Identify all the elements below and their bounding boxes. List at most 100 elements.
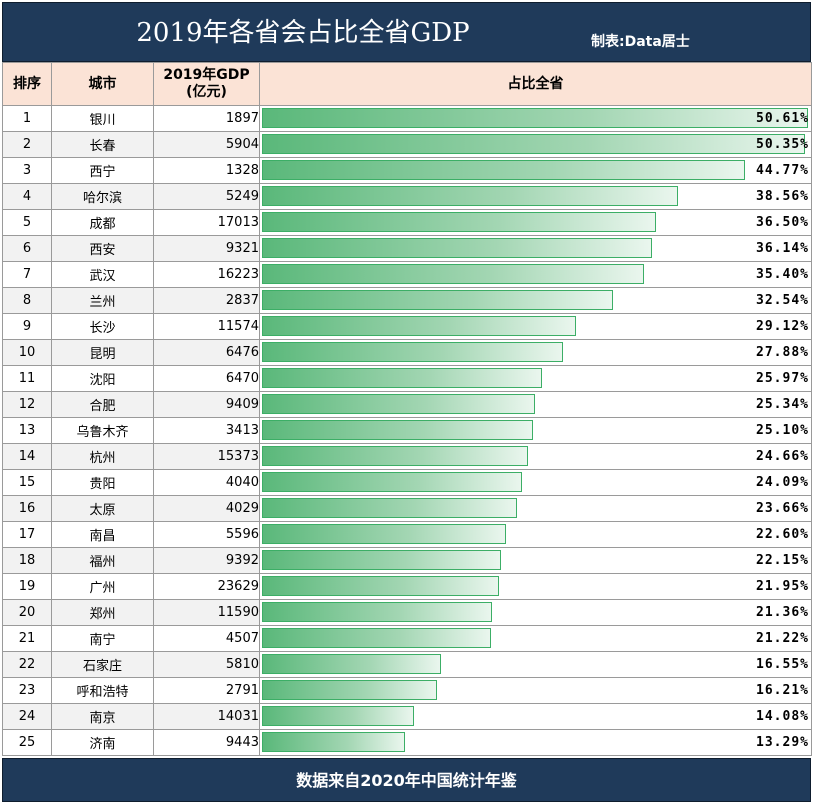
share-label: 22.15%: [756, 553, 809, 568]
rank-cell: 16: [2, 495, 52, 522]
share-label: 25.10%: [756, 423, 809, 438]
gdp-cell: 5596: [153, 521, 260, 548]
chart-title: 2019年各省会占比全省GDP: [136, 18, 470, 48]
table-row: 1 银川 1897 50.61%: [2, 105, 812, 132]
share-bar: [262, 290, 613, 310]
city-cell: 南宁: [51, 625, 154, 652]
share-bar: [262, 472, 522, 492]
rank-cell: 7: [2, 261, 52, 288]
table-row: 19 广州 23629 21.95%: [2, 573, 812, 600]
share-bar-cell: 24.09%: [259, 469, 812, 496]
share-label: 21.95%: [756, 579, 809, 594]
share-bar-cell: 36.14%: [259, 235, 812, 262]
title-banner: 2019年各省会占比全省GDP 制表:Data居士: [2, 2, 811, 62]
share-bar-cell: 16.21%: [259, 677, 812, 704]
city-cell: 石家庄: [51, 651, 154, 678]
share-bar: [262, 576, 499, 596]
share-bar-cell: 24.66%: [259, 443, 812, 470]
share-bar: [262, 212, 656, 232]
share-bar: [262, 368, 542, 388]
city-cell: 哈尔滨: [51, 183, 154, 210]
share-label: 44.77%: [756, 163, 809, 178]
share-label: 13.29%: [756, 735, 809, 750]
city-cell: 福州: [51, 547, 154, 574]
share-label: 36.50%: [756, 215, 809, 230]
city-cell: 成都: [51, 209, 154, 236]
share-label: 22.60%: [756, 527, 809, 542]
gdp-cell: 9443: [153, 729, 260, 756]
city-cell: 乌鲁木齐: [51, 417, 154, 444]
share-bar: [262, 420, 533, 440]
share-bar: [262, 108, 808, 128]
source-footer: 数据来自2020年中国统计年鉴: [2, 758, 811, 802]
table-row: 8 兰州 2837 32.54%: [2, 287, 812, 314]
share-label: 50.61%: [756, 111, 809, 126]
city-cell: 郑州: [51, 599, 154, 626]
city-cell: 银川: [51, 105, 154, 132]
table-row: 25 济南 9443 13.29%: [2, 729, 812, 756]
share-bar-cell: 13.29%: [259, 729, 812, 756]
gdp-cell: 15373: [153, 443, 260, 470]
gdp-cell: 17013: [153, 209, 260, 236]
table-body: 1 银川 1897 50.61% 2 长春 5904 50.35% 3 西宁 1328 44.77% 4…: [2, 105, 812, 756]
table-row: 23 呼和浩特 2791 16.21%: [2, 677, 812, 704]
col-header-share: 占比全省: [259, 62, 812, 106]
share-bar: [262, 186, 678, 206]
share-bar: [262, 498, 517, 518]
header-row: 排序 城市 2019年GDP (亿元) 占比全省: [2, 62, 812, 106]
city-cell: 昆明: [51, 339, 154, 366]
table-row: 3 西宁 1328 44.77%: [2, 157, 812, 184]
rank-cell: 17: [2, 521, 52, 548]
share-label: 50.35%: [756, 137, 809, 152]
rank-cell: 6: [2, 235, 52, 262]
city-cell: 呼和浩特: [51, 677, 154, 704]
share-bar-cell: 35.40%: [259, 261, 812, 288]
share-bar-cell: 21.36%: [259, 599, 812, 626]
rank-cell: 10: [2, 339, 52, 366]
share-label: 24.66%: [756, 449, 809, 464]
city-cell: 太原: [51, 495, 154, 522]
rank-cell: 3: [2, 157, 52, 184]
gdp-cell: 6476: [153, 339, 260, 366]
col-header-rank: 排序: [2, 62, 52, 106]
gdp-cell: 16223: [153, 261, 260, 288]
table-row: 12 合肥 9409 25.34%: [2, 391, 812, 418]
share-bar-cell: 22.15%: [259, 547, 812, 574]
col-header-city: 城市: [51, 62, 154, 106]
share-label: 27.88%: [756, 345, 809, 360]
share-bar-cell: 21.95%: [259, 573, 812, 600]
city-cell: 济南: [51, 729, 154, 756]
rank-cell: 1: [2, 105, 52, 132]
rank-cell: 8: [2, 287, 52, 314]
gdp-cell: 14031: [153, 703, 260, 730]
gdp-cell: 11590: [153, 599, 260, 626]
share-label: 16.21%: [756, 683, 809, 698]
table-row: 22 石家庄 5810 16.55%: [2, 651, 812, 678]
gdp-cell: 1328: [153, 157, 260, 184]
rank-cell: 21: [2, 625, 52, 652]
share-bar: [262, 316, 576, 336]
table-row: 6 西安 9321 36.14%: [2, 235, 812, 262]
share-bar: [262, 602, 492, 622]
gdp-cell: 11574: [153, 313, 260, 340]
gdp-cell: 4029: [153, 495, 260, 522]
share-bar: [262, 628, 491, 648]
city-cell: 西安: [51, 235, 154, 262]
share-bar-cell: 50.61%: [259, 105, 812, 132]
share-label: 25.34%: [756, 397, 809, 412]
share-bar: [262, 706, 414, 726]
share-bar-cell: 29.12%: [259, 313, 812, 340]
rank-cell: 25: [2, 729, 52, 756]
share-bar: [262, 550, 501, 570]
share-bar: [262, 160, 745, 180]
city-cell: 西宁: [51, 157, 154, 184]
table-row: 7 武汉 16223 35.40%: [2, 261, 812, 288]
table-row: 16 太原 4029 23.66%: [2, 495, 812, 522]
share-bar-cell: 32.54%: [259, 287, 812, 314]
share-label: 35.40%: [756, 267, 809, 282]
share-label: 29.12%: [756, 319, 809, 334]
share-label: 24.09%: [756, 475, 809, 490]
table-row: 15 贵阳 4040 24.09%: [2, 469, 812, 496]
maker-credit: 制表:Data居士: [591, 34, 690, 50]
city-cell: 兰州: [51, 287, 154, 314]
